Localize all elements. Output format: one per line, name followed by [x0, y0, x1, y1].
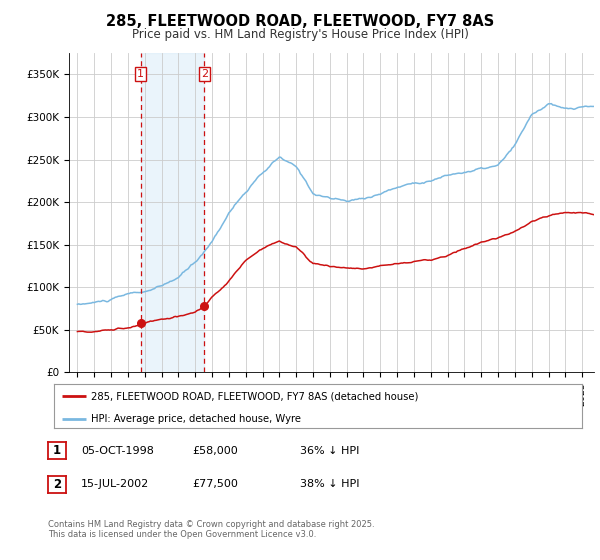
Text: 38% ↓ HPI: 38% ↓ HPI — [300, 479, 359, 489]
Text: 1: 1 — [137, 69, 144, 79]
Text: Price paid vs. HM Land Registry's House Price Index (HPI): Price paid vs. HM Land Registry's House … — [131, 28, 469, 41]
Text: 2: 2 — [53, 478, 61, 491]
Text: 285, FLEETWOOD ROAD, FLEETWOOD, FY7 8AS (detached house): 285, FLEETWOOD ROAD, FLEETWOOD, FY7 8AS … — [91, 391, 418, 401]
Text: 285, FLEETWOOD ROAD, FLEETWOOD, FY7 8AS: 285, FLEETWOOD ROAD, FLEETWOOD, FY7 8AS — [106, 14, 494, 29]
Text: 15-JUL-2002: 15-JUL-2002 — [81, 479, 149, 489]
Text: 1: 1 — [53, 444, 61, 458]
Text: 2: 2 — [201, 69, 208, 79]
Text: HPI: Average price, detached house, Wyre: HPI: Average price, detached house, Wyre — [91, 413, 301, 423]
Text: 36% ↓ HPI: 36% ↓ HPI — [300, 446, 359, 456]
Bar — [140, 53, 204, 372]
Text: £77,500: £77,500 — [192, 479, 238, 489]
Text: Contains HM Land Registry data © Crown copyright and database right 2025.
This d: Contains HM Land Registry data © Crown c… — [48, 520, 374, 539]
Text: 05-OCT-1998: 05-OCT-1998 — [81, 446, 154, 456]
Text: £58,000: £58,000 — [192, 446, 238, 456]
